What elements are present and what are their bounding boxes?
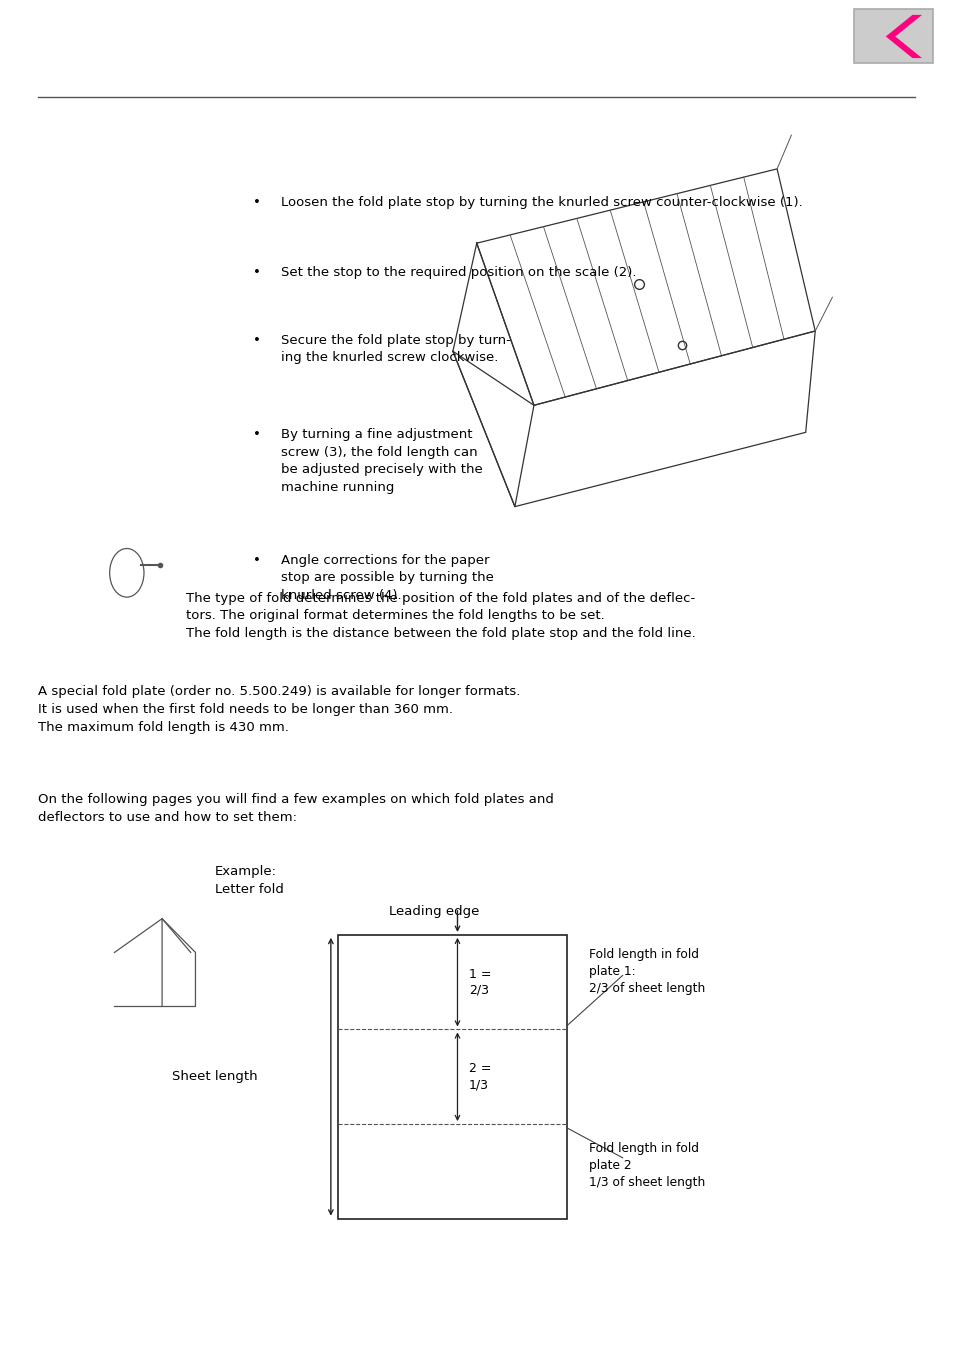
Text: Angle corrections for the paper
stop are possible by turning the
knurled screw (: Angle corrections for the paper stop are… <box>281 554 494 603</box>
Text: Set the stop to the required position on the scale (2).: Set the stop to the required position on… <box>281 266 636 280</box>
Text: Fold length in fold
plate 2
1/3 of sheet length: Fold length in fold plate 2 1/3 of sheet… <box>589 1142 705 1189</box>
FancyBboxPatch shape <box>854 9 931 63</box>
Text: The type of fold determines the position of the fold plates and of the deflec-
t: The type of fold determines the position… <box>186 592 695 640</box>
Text: Sheet length: Sheet length <box>172 1070 257 1084</box>
Text: By turning a fine adjustment
screw (3), the fold length can
be adjusted precisel: By turning a fine adjustment screw (3), … <box>281 428 482 493</box>
Text: •: • <box>253 266 260 280</box>
Text: Fold length in fold
plate 1:
2/3 of sheet length: Fold length in fold plate 1: 2/3 of shee… <box>589 948 705 996</box>
Text: Leading edge: Leading edge <box>388 905 478 919</box>
Text: •: • <box>253 334 260 347</box>
Text: Secure the fold plate stop by turn-
ing the knurled screw clockwise.: Secure the fold plate stop by turn- ing … <box>281 334 511 365</box>
Text: A special fold plate (order no. 5.500.249) is available for longer formats.
It i: A special fold plate (order no. 5.500.24… <box>38 685 520 734</box>
Text: Example:
Letter fold: Example: Letter fold <box>214 865 283 896</box>
Polygon shape <box>885 15 921 58</box>
Text: On the following pages you will find a few examples on which fold plates and
def: On the following pages you will find a f… <box>38 793 554 824</box>
Text: •: • <box>253 554 260 567</box>
Text: 2 =
1/3: 2 = 1/3 <box>469 1062 491 1092</box>
Text: Loosen the fold plate stop by turning the knurled screw counter-clockwise (1).: Loosen the fold plate stop by turning th… <box>281 196 802 209</box>
Text: •: • <box>253 428 260 442</box>
Bar <box>338 935 567 1219</box>
Text: 1 =
2/3: 1 = 2/3 <box>469 967 491 997</box>
Text: •: • <box>253 196 260 209</box>
